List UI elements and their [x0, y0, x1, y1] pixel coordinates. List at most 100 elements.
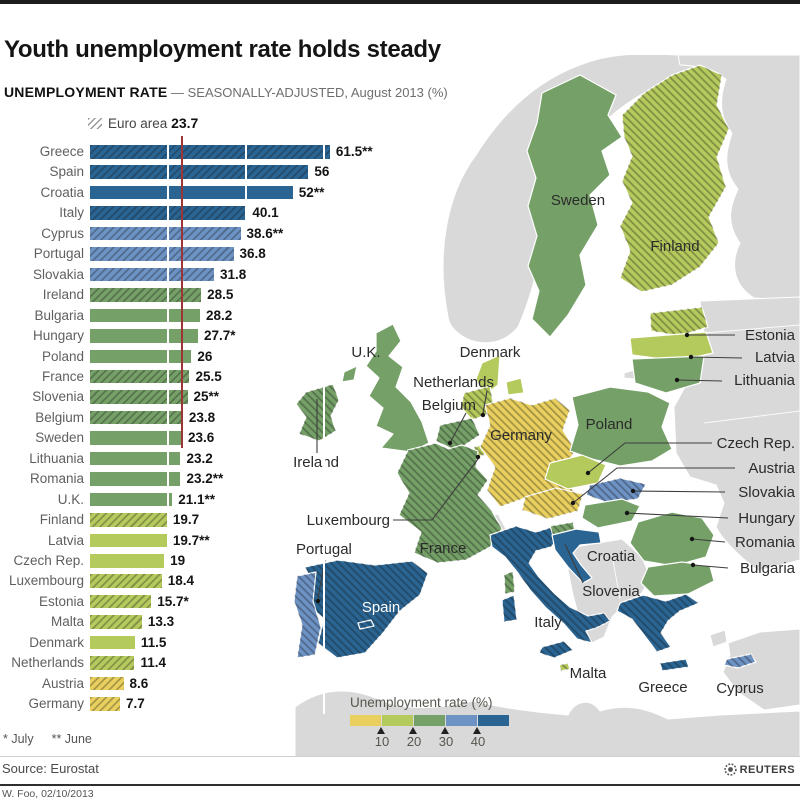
map-label-hungary: Hungary — [738, 510, 795, 527]
map-label-romania: Romania — [735, 534, 796, 551]
bar-czech-rep — [90, 554, 165, 568]
bar-row-belgium: Belgium 23.8 — [0, 408, 420, 428]
reuters-logo: REUTERS — [723, 763, 795, 776]
credit-line: W. Foo, 02/10/2013 — [2, 788, 94, 799]
map-label-cyprus: Cyprus — [716, 680, 764, 697]
bar-hungary — [90, 329, 199, 343]
gray-internal-border — [703, 324, 800, 334]
bar-value-label: 13.3 — [147, 614, 175, 630]
bar-country-label: Romania — [29, 471, 84, 487]
chart-subtitle-rest: — SEASONALLY-ADJUSTED, August 2013 (%) — [167, 85, 448, 100]
bar-row-germany: Germany 7.7 — [0, 694, 420, 714]
legend-triangle-icon — [409, 727, 417, 734]
bar-portugal — [90, 247, 234, 261]
bar-row-spain: Spain 56 — [0, 162, 420, 182]
bar-row-finland: Finland 19.7 — [0, 510, 420, 530]
footer-dark-rule — [0, 784, 800, 786]
bar-value-label: 56 — [314, 164, 330, 180]
map-callout-lines — [315, 332, 743, 604]
bar-row-slovakia: Slovakia 31.8 — [0, 265, 420, 285]
bar-country-label: Bulgaria — [34, 307, 84, 323]
bar-value-label: 26 — [197, 348, 213, 364]
bar-slovenia — [90, 390, 188, 404]
country-shape-finland — [619, 64, 730, 293]
bar-country-label: Latvia — [47, 532, 84, 548]
bar-u-k — [90, 492, 173, 507]
map-labels: Sweden Finland Denmark U.K. Ireland Neth… — [293, 192, 796, 697]
bar-row-u-k: U.K. 21.1** — [0, 490, 420, 510]
bar-row-poland: Poland 26 — [0, 347, 420, 367]
bar-country-label: Finland — [39, 512, 84, 528]
map-label-belgium: Belgium — [422, 397, 476, 414]
country-shape-sicily — [538, 640, 574, 659]
bar-country-label: Lithuania — [29, 450, 84, 466]
euro-area-reference: Euro area 23.7 — [88, 115, 198, 131]
map-label-sweden: Sweden — [551, 192, 605, 209]
bar-row-romania: Romania 23.2** — [0, 469, 420, 489]
bar-value-label: 25** — [193, 389, 220, 405]
map-label-croatia: Croatia — [587, 548, 636, 565]
bar-country-label: Denmark — [29, 634, 84, 650]
bar-row-lithuania: Lithuania 23.2 — [0, 449, 420, 469]
bar-country-label: Luxembourg — [8, 573, 84, 589]
footnote-june: ** June — [51, 732, 92, 746]
bar-row-france: France 25.5 — [0, 367, 420, 387]
bar-country-label: Czech Rep. — [13, 553, 84, 568]
bar-value-label: 23.2 — [186, 450, 213, 466]
country-shape-sardinia — [501, 594, 518, 623]
legend-tick-20: 20 — [406, 734, 422, 749]
bar-country-label: Portugal — [33, 246, 84, 262]
bar-value-label: 23.2** — [186, 471, 224, 487]
map-label-spain: Spain — [362, 599, 400, 616]
map-label-estonia: Estonia — [745, 327, 796, 344]
map-label-finland: Finland — [650, 238, 699, 255]
bar-value-label: 28.2 — [205, 307, 233, 323]
legend-tick-30: 30 — [438, 734, 454, 749]
map-label-austria: Austria — [748, 460, 795, 477]
bar-value-label: 25.5 — [195, 368, 222, 384]
country-shape-corsica — [503, 570, 516, 595]
country-shape-romania — [629, 511, 715, 567]
europe-map: Sweden Finland Denmark U.K. Ireland Neth… — [293, 55, 800, 757]
bar-greece — [90, 145, 330, 159]
map-label-malta: Malta — [570, 665, 607, 682]
map-label-luxembourg: Luxembourg — [307, 512, 390, 529]
north-africa-gray-shape — [294, 690, 800, 757]
bar-country-label: Netherlands — [11, 655, 84, 671]
bar-bulgaria — [90, 308, 200, 323]
bar-value-label: 31.8 — [220, 266, 247, 282]
gridline-40 — [245, 142, 247, 714]
legend-triangle-icon — [473, 727, 481, 734]
bar-country-label: Sweden — [35, 430, 84, 446]
bar-country-label: Greece — [39, 144, 84, 159]
legend-swatch-20-30 — [414, 715, 445, 726]
bar-row-hungary: Hungary 27.7* — [0, 326, 420, 346]
bar-luxembourg — [90, 574, 162, 588]
bar-country-label: Cyprus — [41, 225, 84, 241]
country-shape-sweden — [526, 74, 623, 338]
legend-swatch-30-40 — [446, 715, 477, 726]
map-label-uk: U.K. — [351, 344, 380, 361]
bar-value-label: 21.1** — [178, 491, 216, 507]
bar-finland — [90, 513, 167, 527]
map-label-ireland: Ireland — [293, 454, 339, 471]
gridline-20 — [167, 142, 169, 714]
bar-romania — [90, 472, 181, 486]
map-label-poland: Poland — [586, 416, 633, 433]
map-label-slovenia: Slovenia — [582, 583, 640, 600]
legend-title: Unemployment rate (%) — [350, 695, 493, 710]
bar-row-croatia: Croatia 52** — [0, 183, 420, 203]
bar-belgium — [90, 410, 183, 425]
legend-swatch-40plus — [478, 715, 509, 726]
bar-value-label: 7.7 — [126, 696, 145, 712]
map-label-netherlands: Netherlands — [413, 374, 494, 391]
bar-country-label: Malta — [50, 614, 84, 630]
country-shape-estonia — [649, 306, 709, 337]
page-title: Youth unemployment rate holds steady — [4, 36, 441, 64]
bar-row-ireland: Ireland 28.5 — [0, 285, 420, 305]
bar-country-label: Spain — [49, 164, 84, 180]
country-shape-greece — [616, 593, 700, 653]
source-note: Source: Eurostat — [2, 761, 99, 776]
euro-area-label: Euro area — [108, 116, 168, 131]
bar-country-label: France — [41, 368, 84, 384]
